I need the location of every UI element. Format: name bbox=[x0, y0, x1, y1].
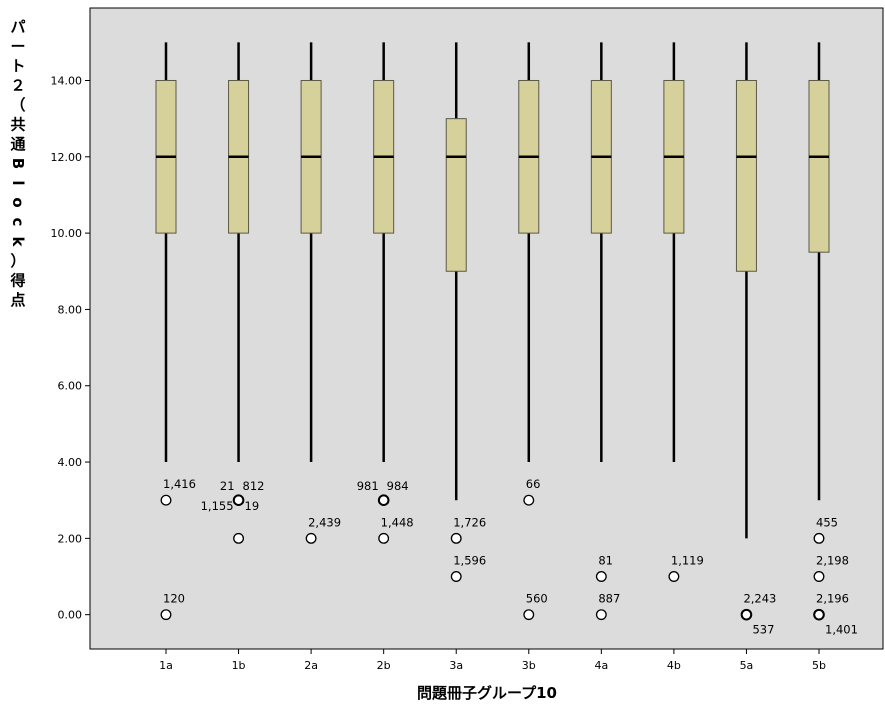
x-tick-label: 4b bbox=[667, 659, 681, 672]
outlier-label: 455 bbox=[816, 515, 838, 529]
outlier-point bbox=[813, 532, 825, 544]
box-group-1a: 1,416 120 bbox=[155, 42, 196, 621]
y-title-char: ２ bbox=[10, 77, 25, 95]
x-axis-title: 問題冊子グループ10 bbox=[417, 684, 557, 702]
outlier-point bbox=[233, 532, 245, 544]
outlier-point bbox=[450, 532, 462, 544]
outlier-point bbox=[523, 494, 535, 506]
outlier-point bbox=[813, 571, 825, 582]
outlier-point bbox=[668, 571, 680, 582]
y-title-char: o bbox=[9, 197, 27, 207]
box-group-5a: 2,243 537 bbox=[735, 42, 776, 637]
box-group-2a: 2,439 bbox=[300, 42, 341, 544]
outlier-label: 2,198 bbox=[816, 554, 849, 568]
outlier-point bbox=[232, 494, 245, 506]
outlier-label: 81 bbox=[598, 554, 613, 568]
outlier-point bbox=[523, 609, 535, 621]
y-tick-label: 4.00 bbox=[58, 456, 83, 469]
outlier-label: 21 bbox=[220, 479, 235, 493]
y-tick-label: 10.00 bbox=[51, 227, 83, 240]
outlier-label: 1,416 bbox=[163, 477, 196, 491]
outlier-point bbox=[450, 571, 462, 582]
outlier-label: 19 bbox=[245, 499, 260, 513]
box-iqr bbox=[735, 79, 757, 272]
y-title-char: （ bbox=[10, 96, 25, 114]
outlier-label: 981 bbox=[357, 479, 379, 493]
y-tick-label: 14.00 bbox=[51, 74, 83, 87]
y-tick-label: 0.00 bbox=[58, 609, 83, 622]
outlier-label: 1,596 bbox=[453, 554, 486, 568]
outlier-label: 66 bbox=[526, 477, 541, 491]
outlier-label: 1,448 bbox=[381, 515, 414, 529]
outlier-point bbox=[305, 532, 317, 544]
y-tick-label: 2.00 bbox=[58, 532, 83, 545]
x-tick-label: 4a bbox=[594, 659, 608, 672]
y-title-char: B bbox=[9, 158, 27, 169]
outlier-point bbox=[378, 532, 390, 544]
y-title-char: 共 bbox=[10, 116, 25, 134]
outlier-label: 887 bbox=[598, 592, 620, 606]
box-iqr bbox=[808, 79, 830, 253]
plot-area bbox=[89, 7, 884, 650]
y-title-char: k bbox=[9, 237, 27, 248]
x-tick-label: 1a bbox=[159, 659, 173, 672]
y-title-char: ー bbox=[10, 38, 25, 56]
box-group-4b: 1,119 bbox=[663, 42, 704, 582]
x-tick-label: 5a bbox=[740, 659, 754, 672]
outlier-label: 560 bbox=[526, 592, 548, 606]
y-tick-label: 6.00 bbox=[58, 380, 83, 393]
y-title-char: 得 bbox=[9, 272, 25, 290]
box-group-1b: 21 812 1,155 19 bbox=[201, 42, 265, 544]
y-axis: 0.00 2.00 4.00 6.00 8.00 10.00 12.00 14.00 bbox=[51, 74, 90, 622]
x-tick-label: 2b bbox=[377, 659, 391, 672]
outlier-label: 537 bbox=[752, 623, 774, 637]
y-title-char: c bbox=[9, 218, 27, 227]
outlier-label: 1,119 bbox=[671, 554, 704, 568]
y-title-char: 通 bbox=[10, 135, 25, 153]
x-tick-label: 1b bbox=[232, 659, 246, 672]
outlier-point bbox=[377, 494, 390, 506]
outlier-point bbox=[160, 494, 172, 506]
outlier-label: 2,243 bbox=[743, 592, 776, 606]
outlier-point bbox=[160, 609, 172, 621]
outlier-label: 812 bbox=[243, 479, 265, 493]
y-title-char: l bbox=[9, 180, 27, 185]
x-tick-label: 3b bbox=[522, 659, 536, 672]
x-tick-label: 5b bbox=[812, 659, 826, 672]
outlier-label: 2,439 bbox=[308, 515, 341, 529]
y-title-char: 点 bbox=[10, 291, 25, 309]
outlier-point bbox=[740, 608, 753, 621]
outlier-point bbox=[813, 608, 825, 621]
box-iqr bbox=[445, 118, 467, 272]
outlier-label: 2,196 bbox=[816, 592, 849, 606]
y-title-char: パ bbox=[10, 18, 25, 36]
outlier-label: 1,726 bbox=[453, 515, 486, 529]
outlier-label: 120 bbox=[163, 592, 185, 606]
box-group-3a: 1,726 1,596 bbox=[445, 42, 486, 582]
box-group-4a: 81 887 bbox=[590, 42, 620, 621]
x-tick-label: 3a bbox=[449, 659, 463, 672]
box-group-5b: 455 2,198 2,196 1,401 bbox=[808, 42, 858, 637]
x-axis: 1a 1b 2a 2b 3a 3b 4a 4b 5a 5b bbox=[159, 649, 826, 672]
outlier-point bbox=[595, 571, 607, 582]
outlier-label: 1,155 bbox=[201, 499, 234, 513]
boxes: 1,416 120 21 812 1,155 19 2,439 981 984 1,448 1,72… bbox=[155, 42, 858, 637]
y-tick-label: 8.00 bbox=[58, 303, 83, 316]
x-tick-label: 2a bbox=[304, 659, 318, 672]
y-tick-label: 12.00 bbox=[51, 151, 83, 164]
box-group-2b: 981 984 1,448 bbox=[357, 42, 414, 544]
outlier-label: 984 bbox=[387, 479, 409, 493]
outlier-point bbox=[595, 609, 607, 621]
box-group-3b: 66 560 bbox=[518, 42, 548, 621]
outlier-label: 1,401 bbox=[825, 623, 858, 637]
y-title-char: ） bbox=[10, 252, 25, 270]
y-title-char: ト bbox=[10, 57, 25, 75]
